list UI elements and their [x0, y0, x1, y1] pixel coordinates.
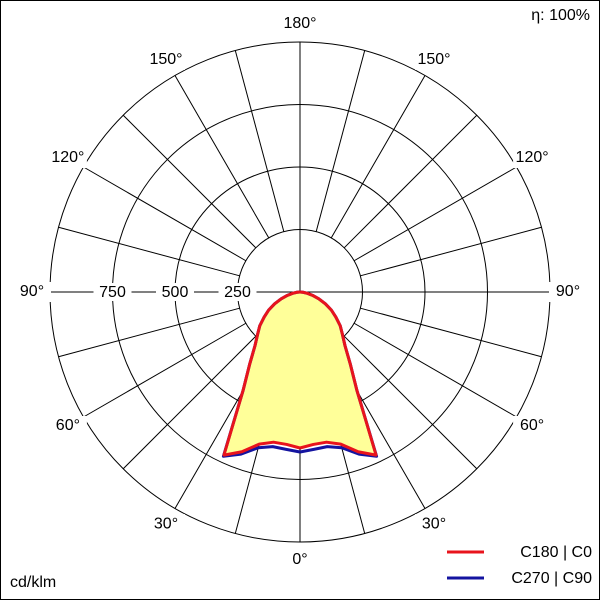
- r-tick-label: 750: [99, 284, 126, 301]
- radial-line: [353, 166, 517, 262]
- angle-label: 180°: [283, 15, 316, 32]
- light-area: [223, 292, 300, 456]
- radial-line: [234, 50, 285, 232]
- radial-line: [122, 114, 257, 249]
- radial-line: [353, 322, 517, 418]
- label-bg: [13, 282, 51, 302]
- radial-line: [58, 307, 240, 358]
- r-tick-label: 500: [162, 284, 189, 301]
- label-bg: [218, 283, 257, 301]
- angle-label: 150°: [417, 51, 450, 68]
- light-curve: [299, 290, 378, 457]
- radial-line: [360, 307, 542, 358]
- radial-line: [330, 75, 426, 239]
- label-bg: [415, 514, 453, 535]
- radial-line: [343, 335, 478, 470]
- angle-label: 150°: [149, 51, 182, 68]
- angle-label: 120°: [51, 149, 84, 166]
- label-bg: [156, 283, 194, 301]
- label-bg: [281, 550, 319, 570]
- r-tick-label: 250: [224, 284, 251, 301]
- radial-line: [122, 335, 257, 470]
- light-curve: [222, 290, 301, 457]
- label-bg: [549, 282, 587, 302]
- angle-label: 90°: [20, 283, 44, 300]
- angle-label: 120°: [516, 149, 549, 166]
- angle-label: 0°: [292, 551, 307, 568]
- label-bg: [48, 416, 87, 436]
- unit-label: cd/klm: [10, 574, 56, 591]
- label-bg: [48, 148, 87, 168]
- legend-label: C180 | C0: [520, 544, 592, 561]
- legend-label: C270 | C90: [511, 570, 592, 587]
- efficiency-label: η: 100%: [531, 7, 590, 24]
- radial-line: [83, 322, 247, 418]
- radial-line: [58, 226, 240, 277]
- label-bg: [513, 416, 552, 436]
- angle-label: 60°: [56, 417, 80, 434]
- radial-line: [315, 50, 366, 232]
- angle-label: 60°: [520, 417, 544, 434]
- label-bg: [147, 514, 185, 535]
- label-bg: [147, 49, 185, 70]
- angle-label: 30°: [422, 515, 446, 532]
- label-bg: [93, 283, 132, 301]
- angle-label: 30°: [154, 515, 178, 532]
- radial-line: [343, 114, 478, 249]
- angle-label: 90°: [556, 283, 580, 300]
- label-bg: [281, 14, 319, 34]
- label-bg: [415, 49, 453, 70]
- radial-line: [83, 166, 247, 262]
- light-area: [300, 292, 377, 456]
- label-bg: [513, 148, 552, 168]
- radial-line: [360, 226, 542, 277]
- radial-line: [174, 75, 270, 239]
